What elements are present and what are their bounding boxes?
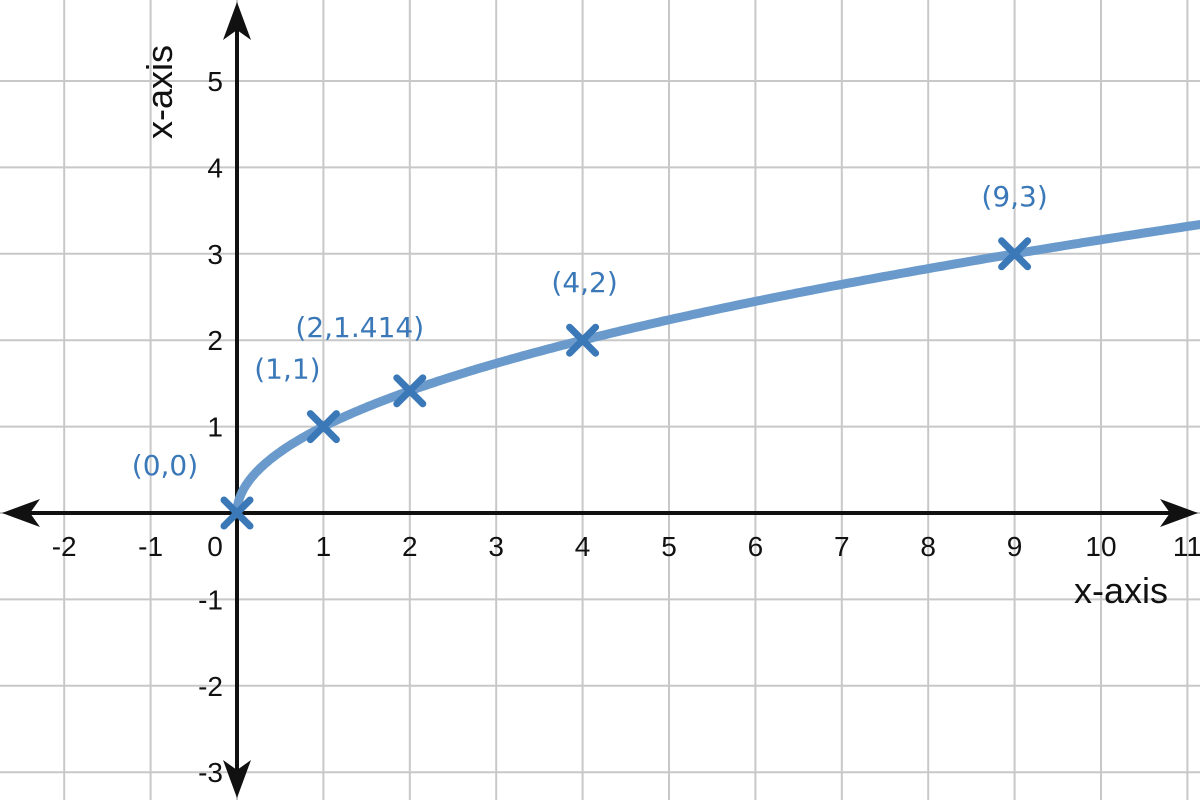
point-label: (0,0) <box>132 449 198 482</box>
point-marker <box>220 496 254 530</box>
y-tick-label: 3 <box>207 239 223 270</box>
x-axis-label: x-axis <box>1074 570 1168 611</box>
tick-labels: -2 -1 0 1 2 3 4 5 6 7 8 9 10 11 -3 -2 -1 1 2 3 4 5 <box>52 66 1200 788</box>
x-axis-left-arrow <box>2 499 40 527</box>
x-tick-label: 4 <box>575 531 591 562</box>
x-tick-label: 11 <box>1173 531 1200 562</box>
point-marker <box>306 410 340 444</box>
y-tick-label: -2 <box>198 671 223 702</box>
x-tick-label: -2 <box>52 531 77 562</box>
y-tick-label: 5 <box>207 66 223 97</box>
point-marker <box>998 237 1032 271</box>
x-tick-label: -1 <box>138 531 163 562</box>
x-tick-label: 5 <box>661 531 677 562</box>
point-label: (1,1) <box>254 353 320 386</box>
y-tick-label: -1 <box>198 584 223 615</box>
x-tick-label: 9 <box>1007 531 1023 562</box>
x-tick-label: 3 <box>488 531 504 562</box>
x-tick-label: 10 <box>1085 531 1116 562</box>
point-marker <box>566 323 600 357</box>
x-tick-label: 6 <box>748 531 764 562</box>
x-tick-label: 0 <box>207 531 223 562</box>
point-label: (2,1.414) <box>295 311 424 344</box>
y-tick-label: 1 <box>207 412 223 443</box>
x-tick-label: 7 <box>834 531 850 562</box>
x-tick-label: 8 <box>920 531 936 562</box>
y-axis-top-arrow <box>223 2 251 40</box>
x-tick-label: 1 <box>316 531 332 562</box>
y-axis-bottom-arrow <box>223 760 251 798</box>
points: (0,0) (1,1) (2,1.414) (4,2) (9,3) <box>132 180 1048 530</box>
x-axis-right-arrow <box>1160 499 1198 527</box>
y-axis-label: x-axis <box>139 45 180 139</box>
y-tick-label: -3 <box>198 757 223 788</box>
point-label: (9,3) <box>981 180 1047 213</box>
sqrt-curve <box>232 220 1200 518</box>
point-marker <box>393 374 427 408</box>
point-label: (4,2) <box>551 266 617 299</box>
y-tick-label: 2 <box>207 325 223 356</box>
y-tick-label: 4 <box>207 152 223 183</box>
x-tick-label: 2 <box>402 531 418 562</box>
